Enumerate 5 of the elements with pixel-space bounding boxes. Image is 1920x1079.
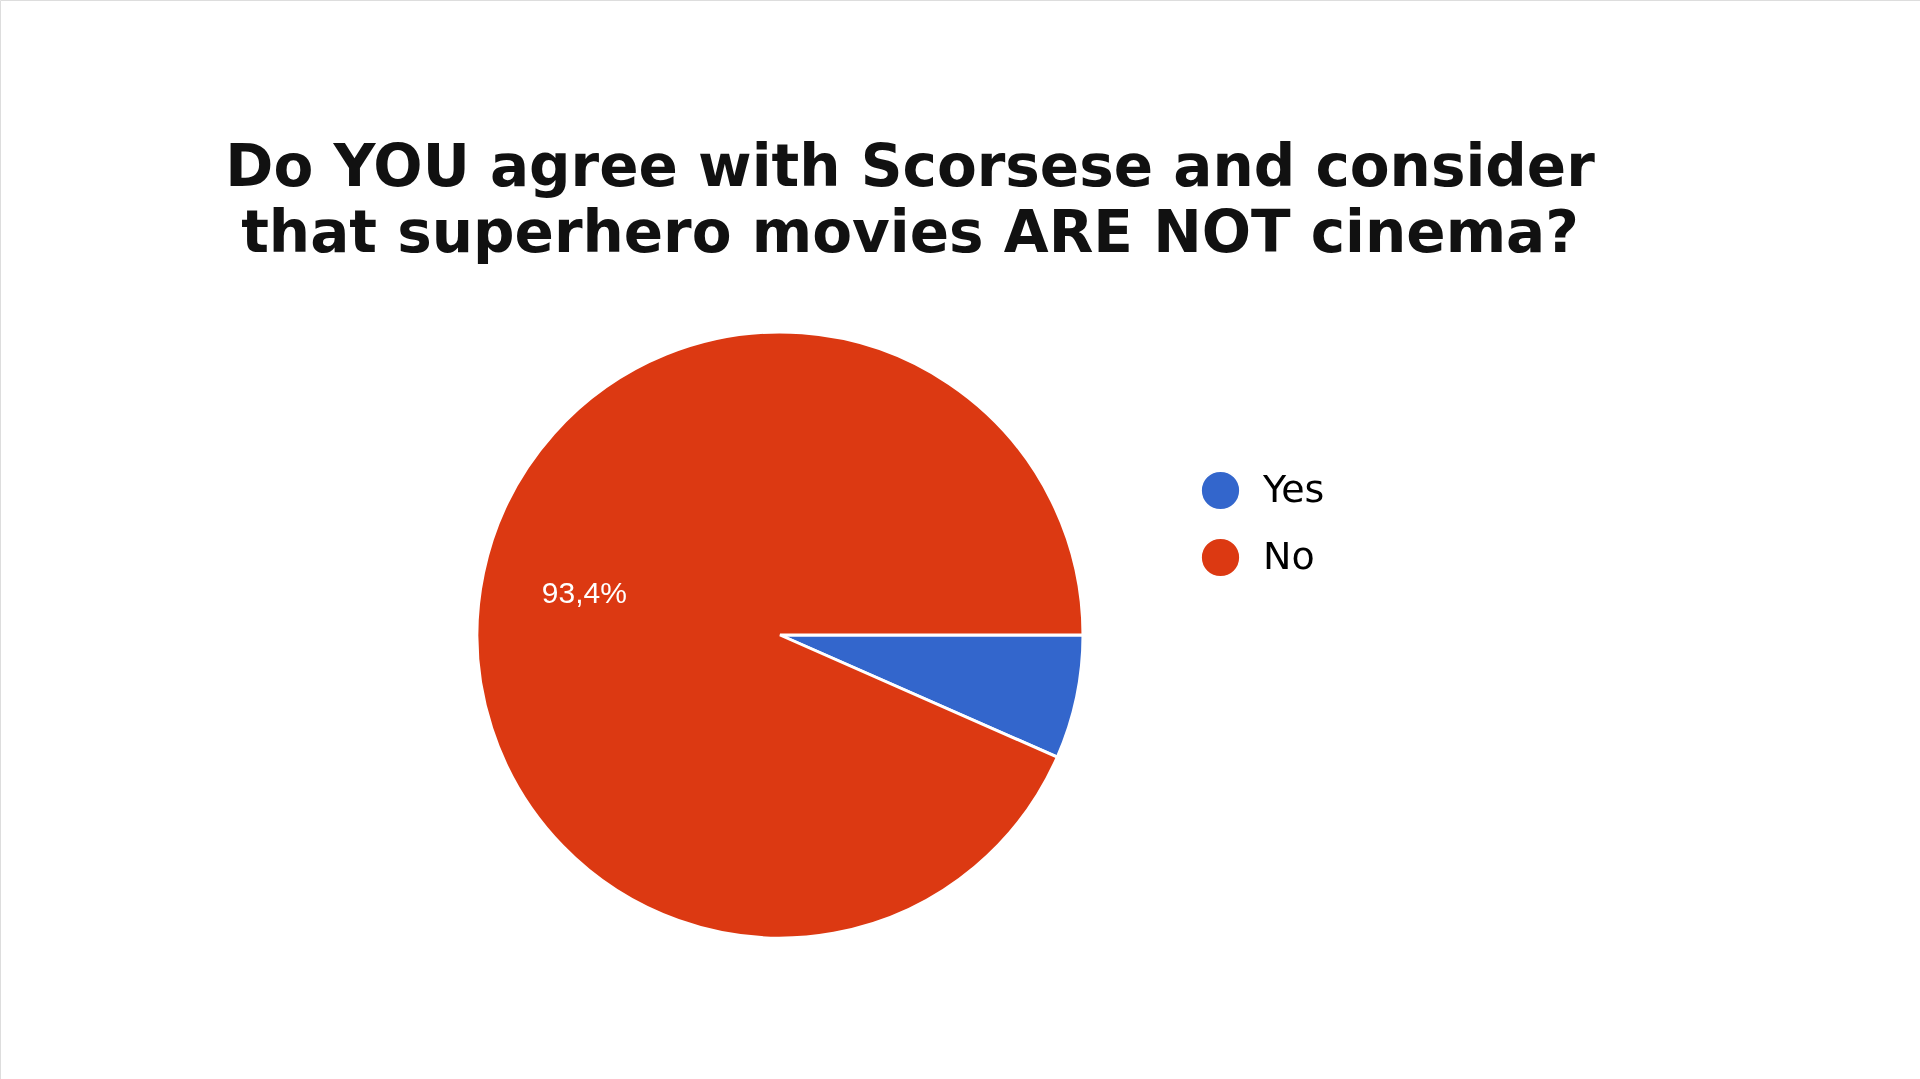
legend-label: Yes	[1262, 466, 1325, 511]
pie-slice	[475, 330, 1085, 940]
data-label: 93,4%	[541, 575, 627, 609]
legend-label: No	[1263, 533, 1315, 578]
chart-title: Do YOU agree with Scorsese and consider that superhero movies ARE NOT cinema?	[225, 132, 1596, 266]
